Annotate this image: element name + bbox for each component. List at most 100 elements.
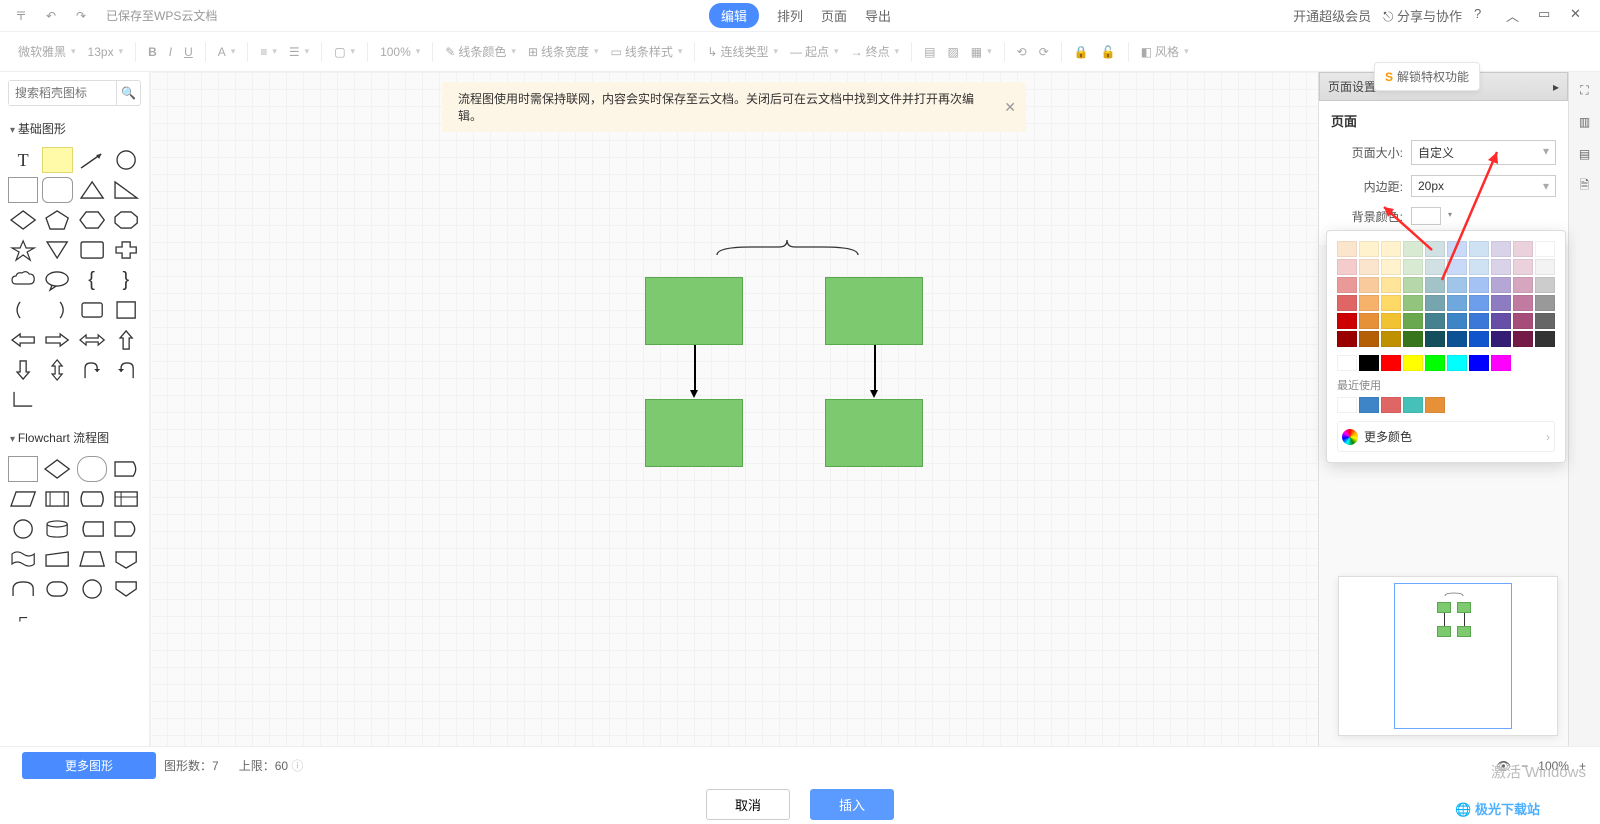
- shape-brace-l[interactable]: {: [77, 267, 107, 293]
- shape-arrow-u[interactable]: [111, 327, 141, 353]
- color-cell[interactable]: [1469, 355, 1489, 371]
- bold-button[interactable]: B: [144, 45, 161, 59]
- color-cell[interactable]: [1425, 295, 1445, 311]
- shape-text[interactable]: T: [8, 147, 38, 173]
- cancel-button[interactable]: 取消: [706, 789, 790, 820]
- recent-color-cell[interactable]: [1359, 397, 1379, 413]
- color-cell[interactable]: [1513, 241, 1533, 257]
- color-cell[interactable]: [1513, 331, 1533, 347]
- search-icon[interactable]: 🔍: [116, 81, 140, 105]
- fshape-process[interactable]: [8, 456, 38, 482]
- fshape-trap2[interactable]: [77, 546, 107, 572]
- flow-box-4[interactable]: [825, 399, 923, 467]
- fshape-db[interactable]: [42, 516, 72, 542]
- fshape-bracket[interactable]: ⌐: [8, 606, 38, 632]
- italic-button[interactable]: I: [165, 45, 176, 59]
- section-flowchart[interactable]: Flowchart 流程图: [0, 423, 149, 452]
- strip-page-icon[interactable]: 🗎: [1575, 176, 1595, 196]
- color-cell[interactable]: [1337, 355, 1357, 371]
- color-cell[interactable]: [1381, 313, 1401, 329]
- fshape-or[interactable]: [42, 576, 72, 602]
- color-cell[interactable]: [1513, 295, 1533, 311]
- layers-icon[interactable]: ▤: [920, 45, 939, 59]
- vip-link[interactable]: 开通超级会员: [1293, 6, 1371, 25]
- color-cell[interactable]: [1403, 313, 1423, 329]
- maximize-icon[interactable]: ▭: [1538, 6, 1558, 26]
- tab-export[interactable]: 导出: [865, 6, 891, 25]
- locka-icon[interactable]: 🔒: [1070, 45, 1093, 59]
- text-color-button[interactable]: A: [214, 45, 240, 59]
- fshape-predef[interactable]: [42, 486, 72, 512]
- insert-button[interactable]: 插入: [810, 789, 894, 820]
- line-color-menu[interactable]: ✎ 线条颜色: [441, 43, 520, 60]
- fshape-terminator[interactable]: [77, 456, 107, 482]
- fshape-decision[interactable]: [42, 456, 72, 482]
- shape-arrow-lr[interactable]: [77, 327, 107, 353]
- conn-type-menu[interactable]: ↳ 连线类型: [703, 43, 782, 60]
- font-select[interactable]: 微软雅黑: [14, 43, 80, 60]
- color-cell[interactable]: [1469, 295, 1489, 311]
- shape-cloud[interactable]: [8, 267, 38, 293]
- shape-bracket[interactable]: [42, 297, 72, 323]
- color-cell[interactable]: [1359, 277, 1379, 293]
- color-cell[interactable]: [1447, 313, 1467, 329]
- shape-rtriangle[interactable]: [111, 177, 141, 203]
- flowchart-icon[interactable]: 〒: [10, 5, 32, 27]
- color-cell[interactable]: [1513, 313, 1533, 329]
- color-cell[interactable]: [1513, 259, 1533, 275]
- line-width-menu[interactable]: ⊞ 线条宽度: [524, 43, 603, 60]
- color-cell[interactable]: [1337, 241, 1357, 257]
- image-icon[interactable]: ▨: [943, 45, 962, 59]
- undo-icon[interactable]: ↶: [40, 5, 62, 27]
- line-style-menu[interactable]: ▭ 线条样式: [607, 43, 687, 60]
- color-cell[interactable]: [1535, 277, 1555, 293]
- start-point-menu[interactable]: — 起点: [786, 43, 843, 60]
- panel-collapse-icon[interactable]: ▸: [1553, 80, 1559, 94]
- shape-note[interactable]: [42, 147, 72, 173]
- color-cell[interactable]: [1447, 355, 1467, 371]
- lockb-icon[interactable]: 🔓: [1097, 45, 1120, 59]
- color-cell[interactable]: [1337, 259, 1357, 275]
- color-cell[interactable]: [1535, 313, 1555, 329]
- color-cell[interactable]: [1337, 331, 1357, 347]
- shape-circle[interactable]: [111, 147, 141, 173]
- color-cell[interactable]: [1535, 331, 1555, 347]
- color-cell[interactable]: [1381, 331, 1401, 347]
- shape-diamond[interactable]: [8, 207, 38, 233]
- fill-button[interactable]: ▢: [330, 45, 359, 59]
- recent-color-cell[interactable]: [1337, 397, 1357, 413]
- color-cell[interactable]: [1337, 313, 1357, 329]
- shape-arrow-d[interactable]: [8, 357, 38, 383]
- tab-page[interactable]: 页面: [821, 6, 847, 25]
- color-cell[interactable]: [1469, 331, 1489, 347]
- shape-banner[interactable]: [77, 237, 107, 263]
- fshape-display[interactable]: [111, 456, 141, 482]
- fshape-tape[interactable]: [8, 546, 38, 572]
- color-cell[interactable]: [1425, 331, 1445, 347]
- shape-pentagon[interactable]: [42, 207, 72, 233]
- tab-edit[interactable]: 编辑: [709, 3, 759, 28]
- collapse-icon[interactable]: ︿: [1506, 6, 1526, 26]
- color-cell[interactable]: [1425, 313, 1445, 329]
- fshape-offpage[interactable]: [111, 546, 141, 572]
- strip-layers-icon[interactable]: ▥: [1575, 112, 1595, 132]
- flow-box-1[interactable]: [645, 277, 743, 345]
- shape-card[interactable]: [77, 297, 107, 323]
- shape-brace-r[interactable]: }: [111, 267, 141, 293]
- lock2-icon[interactable]: ⟳: [1035, 45, 1053, 59]
- close-icon[interactable]: ✕: [1570, 6, 1590, 26]
- color-cell[interactable]: [1403, 331, 1423, 347]
- fshape-intern[interactable]: [111, 486, 141, 512]
- shape-speech[interactable]: [42, 267, 72, 293]
- banner-close-icon[interactable]: ✕: [1004, 99, 1016, 116]
- lock1-icon[interactable]: ⟲: [1013, 45, 1031, 59]
- color-cell[interactable]: [1447, 331, 1467, 347]
- color-cell[interactable]: [1359, 313, 1379, 329]
- fshape-halfc[interactable]: [8, 576, 38, 602]
- recent-color-cell[interactable]: [1381, 397, 1401, 413]
- end-point-menu[interactable]: → 终点: [847, 43, 904, 60]
- color-cell[interactable]: [1535, 295, 1555, 311]
- flow-box-2[interactable]: [825, 277, 923, 345]
- align-button[interactable]: ≡: [256, 45, 281, 59]
- line-spacing-button[interactable]: ☰: [285, 45, 313, 59]
